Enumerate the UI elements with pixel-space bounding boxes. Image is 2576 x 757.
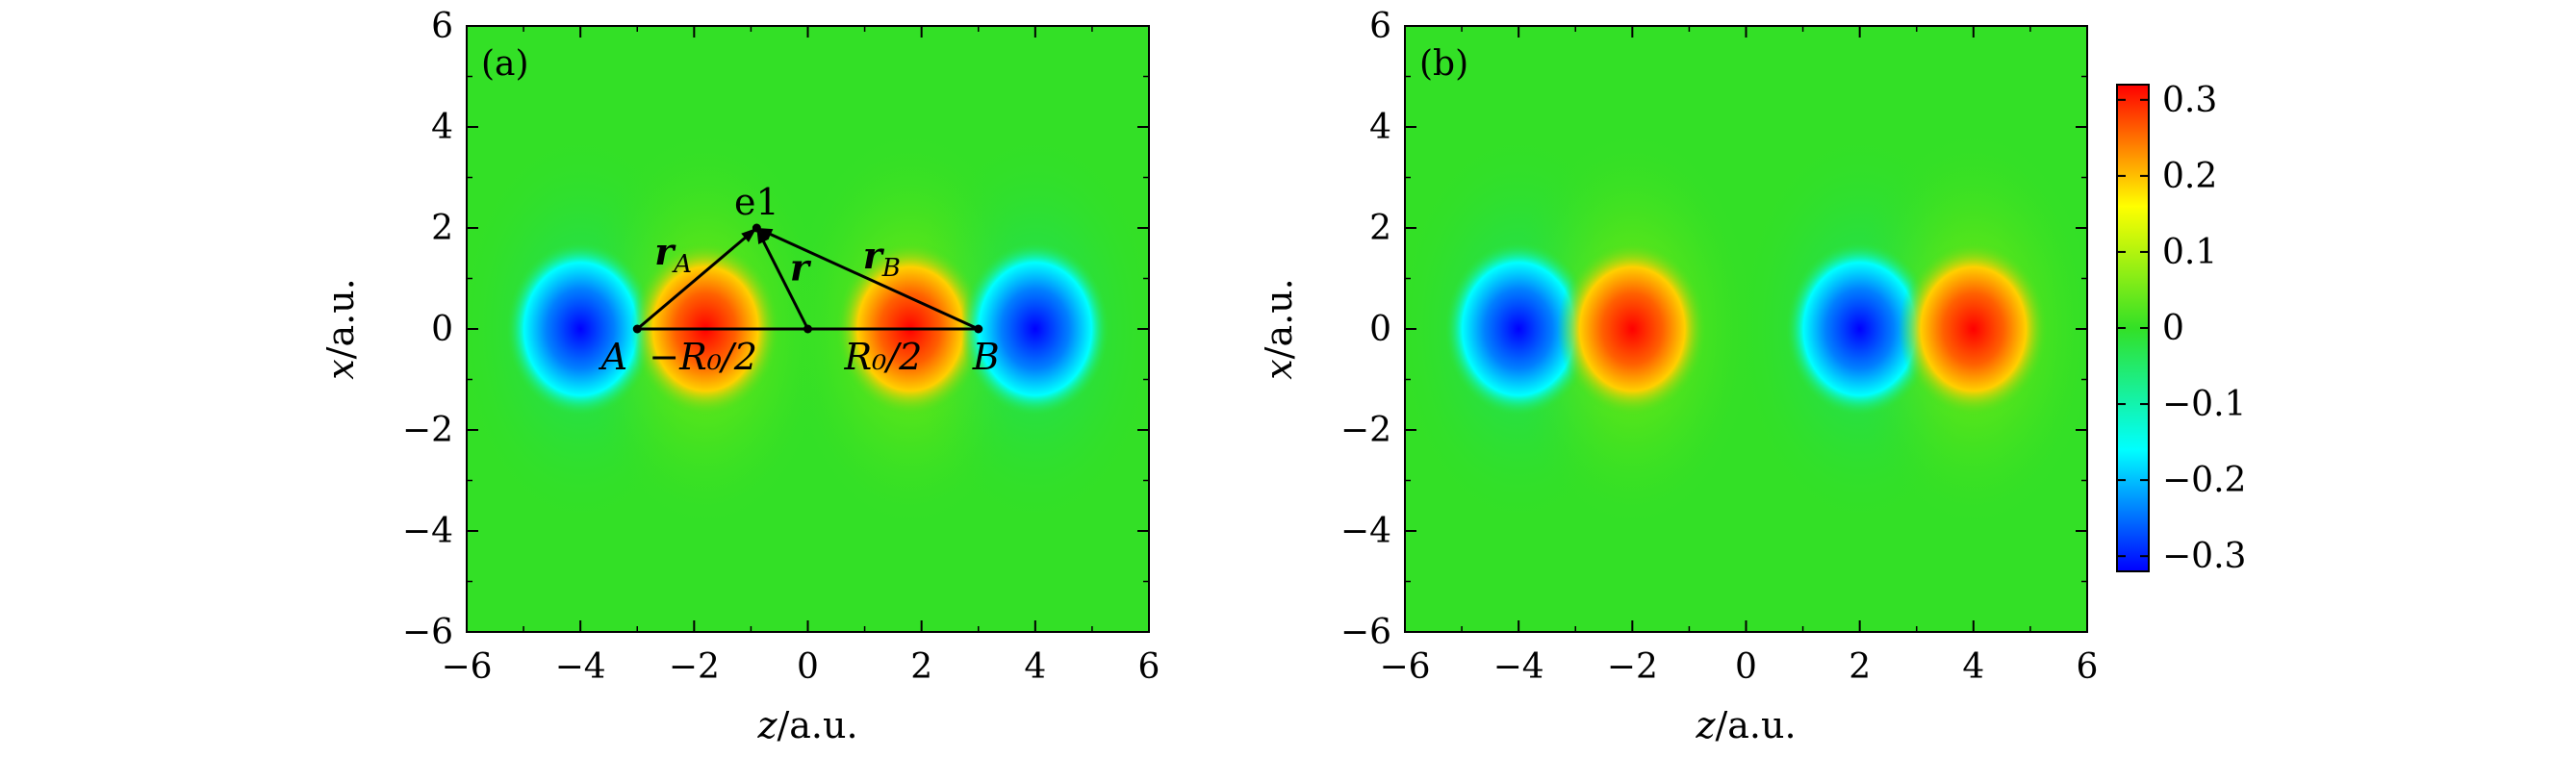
panel-a: e1 A BrA rB r −R₀/2 R₀/2 −6 −4 −2 0 2 4 6 −6 −4 −2 0 2 4 6 z… [319,7,1160,746]
x-tick-label: 2 [910,647,932,687]
point-origin [803,324,812,334]
colorbar-tick-label: −0.3 [2162,537,2246,576]
negative-lobe [1443,240,1594,417]
point-A [632,324,642,334]
y-tick-label: −6 [402,613,453,652]
y-tick-label: 6 [431,7,453,46]
label-rA: rA [654,230,692,279]
arrowhead-r [756,228,769,244]
y-tick-label: −4 [1340,512,1391,551]
label-A: A [599,336,627,378]
colorbar: 0.3 0.2 0.1 0 −0.1 −0.2 −0.3 [2116,81,2246,576]
label-r: r [790,246,812,290]
y-tick-label: 2 [431,209,453,248]
y-tick-label: 6 [1369,7,1391,46]
x-tick-label: −2 [669,647,720,687]
label-e1: e1 [734,181,779,223]
x-tick-label: 6 [2077,647,2099,687]
negative-lobe [505,240,656,417]
x-tick-label: 6 [1138,647,1160,687]
x-tick-label: −6 [441,647,492,687]
panel-a-label: (a) [481,44,529,84]
colorbar-tick-label: −0.2 [2162,461,2246,500]
y-tick-label: −6 [1340,613,1391,652]
x-axis-label: z/a.u. [756,704,857,746]
label-minus-R0-half: −R₀/2 [649,336,757,378]
x-tick-label: 2 [1849,647,1871,687]
arrowhead-rA [741,228,757,242]
y-axis-label: x/a.u. [1258,278,1300,380]
x-tick-label: −4 [555,647,606,687]
arrowhead-rB [756,228,774,240]
vector-rA [636,226,758,331]
y-tick-label: 0 [431,310,453,349]
geometry-diagram: e1 A BrA rB r −R₀/2 R₀/2 [599,181,1000,378]
x-tick-label: 4 [1962,647,1984,687]
x-tick-label: −4 [1493,647,1544,687]
y-tick-label: 2 [1369,209,1391,248]
x-tick-label: −6 [1379,647,1430,687]
colorbar-tick-label: 0.2 [2162,157,2217,196]
y-tick-label: −4 [402,512,453,551]
point-B [974,324,983,334]
label-R0-half: R₀/2 [844,336,923,378]
positive-lobe [1557,240,1708,417]
label-rB: rB [863,234,901,283]
vector-r [754,227,809,330]
vector-rB [755,226,980,331]
x-tick-label: −2 [1607,647,1658,687]
x-axis-label: z/a.u. [1695,704,1796,746]
x-tick-label: 4 [1024,647,1046,687]
colorbar-tick-label: −0.1 [2162,385,2246,424]
y-tick-label: −2 [402,411,453,450]
x-tick-label: 0 [1735,647,1757,687]
y-tick-label: 4 [1369,108,1391,147]
panel-b: −6 −4 −2 0 2 4 6 −6 −4 −2 0 2 4 6 z/a.u. x/a.u. (b) [1258,7,2099,746]
colorbar-tick-label: 0.3 [2162,81,2217,120]
negative-lobe [959,240,1110,417]
y-tick-label: −2 [1340,411,1391,450]
label-B: B [972,336,1000,378]
y-axis-label: x/a.u. [319,278,362,380]
y-tick-label: 0 [1369,310,1391,349]
positive-lobe [1898,240,2049,417]
panel-b-label: (b) [1419,44,1468,84]
colorbar-tick-label: 0 [2162,309,2184,348]
colorbar-tick-label: 0.1 [2162,233,2217,272]
negative-lobe [1784,240,1935,417]
y-tick-label: 4 [431,108,453,147]
x-tick-label: 0 [797,647,819,687]
